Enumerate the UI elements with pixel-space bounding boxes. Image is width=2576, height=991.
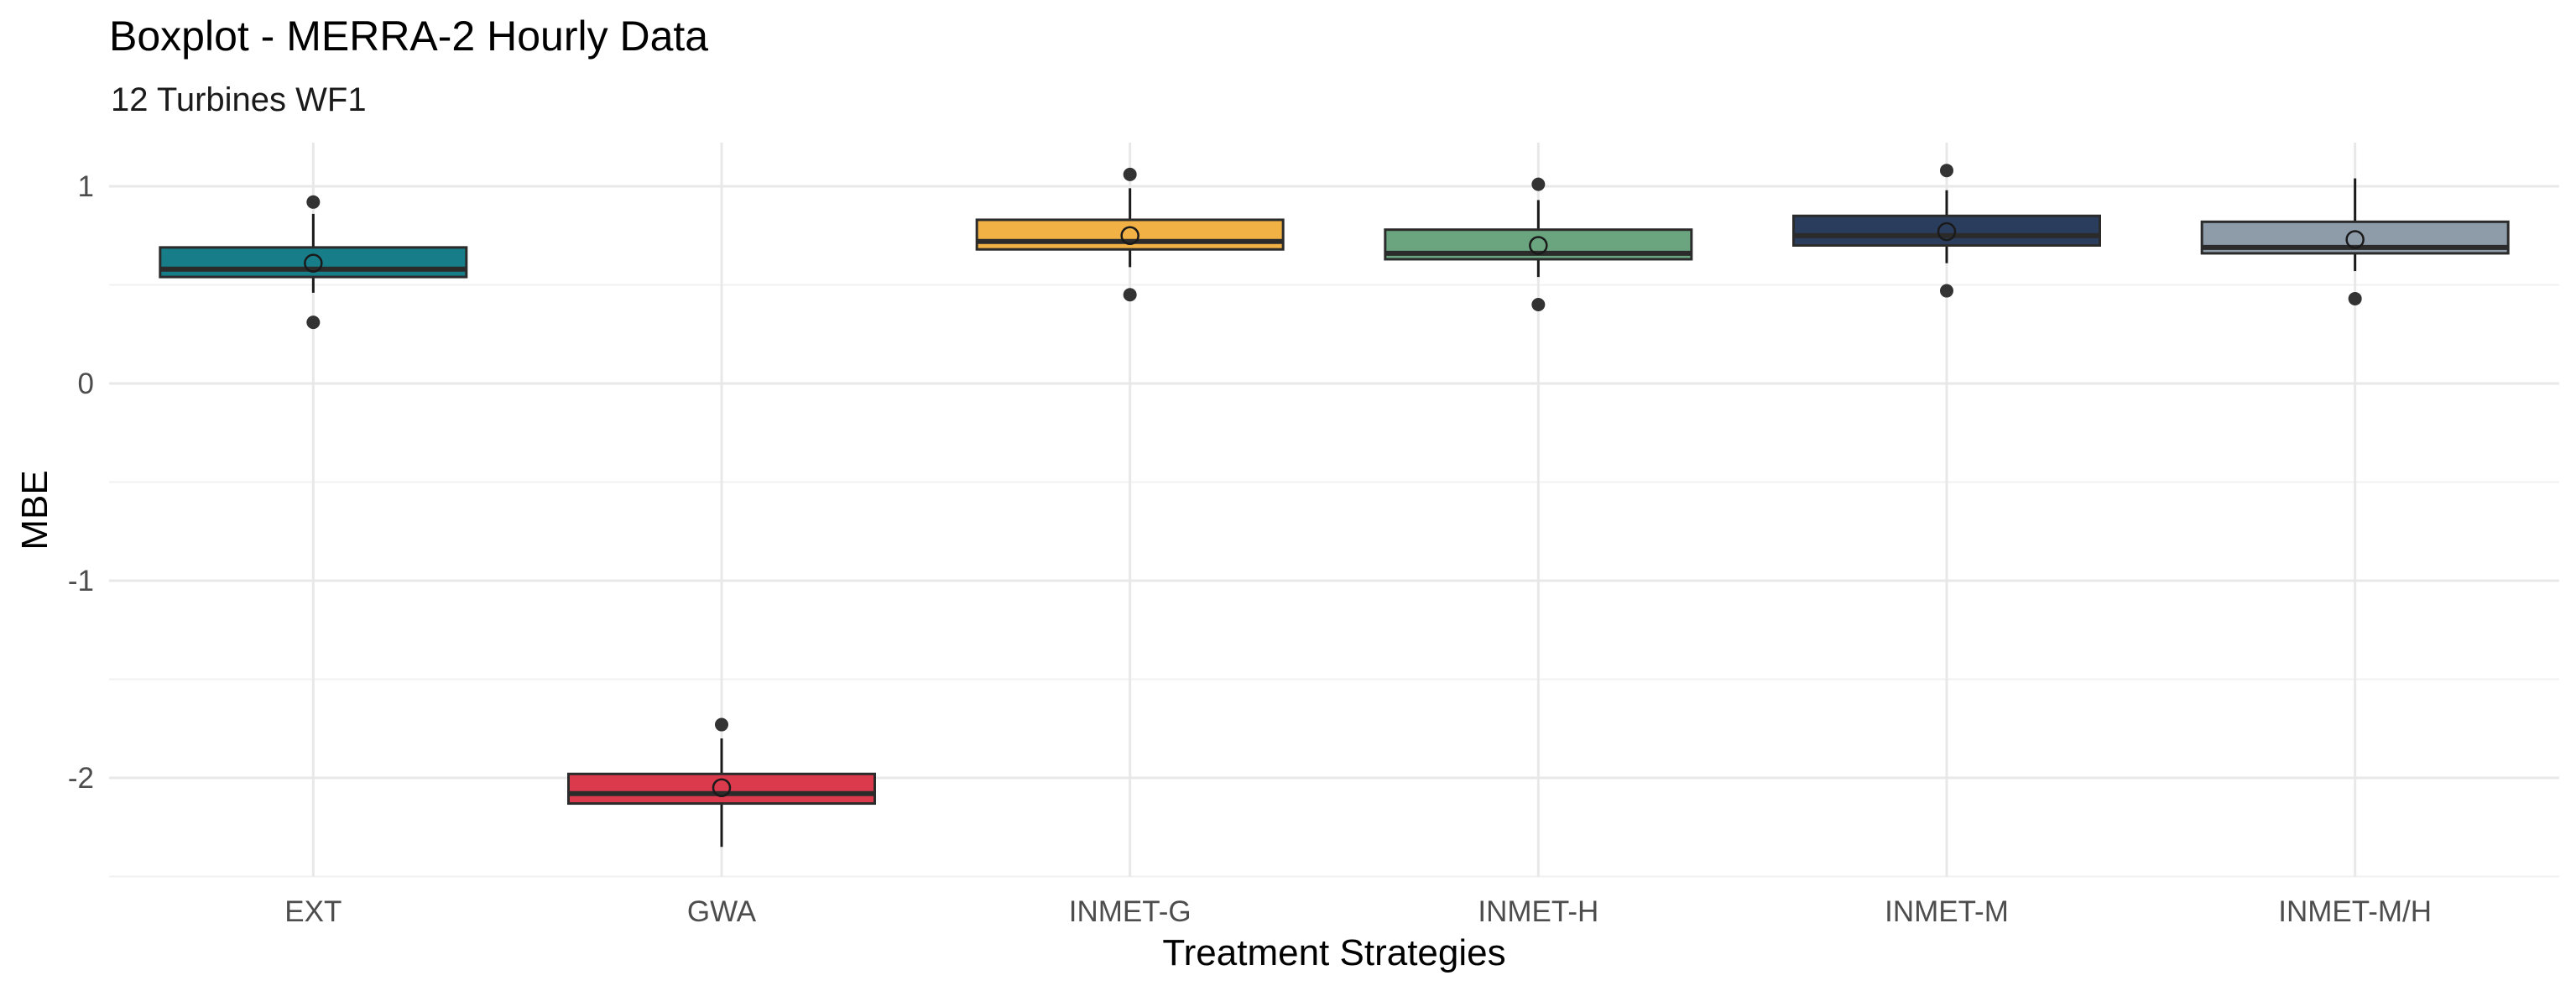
box-inmet-g (975, 167, 1285, 302)
x-tick-label: INMET-G (1069, 895, 1192, 928)
mean-marker (2345, 230, 2365, 249)
boxes (159, 164, 2510, 848)
outlier-point (1123, 288, 1137, 302)
mean-marker (1529, 236, 1548, 255)
box-inmet-m-h (2200, 178, 2510, 305)
outlier-point (715, 717, 728, 732)
box-inmet-m (1792, 164, 2101, 298)
outlier-point (1531, 298, 1546, 311)
outlier-point (1123, 167, 1137, 181)
x-tick-label: INMET-M (1885, 895, 2009, 928)
x-axis-ticks: EXT GWA INMET-G INMET-H INMET-M INMET-M/H (284, 895, 2432, 928)
mean-marker (1120, 226, 1139, 245)
y-axis-ticks: -2 -1 0 1 (68, 170, 94, 795)
mean-marker (304, 253, 323, 273)
outlier-point (1531, 177, 1546, 191)
x-tick-label: INMET-M/H (2278, 895, 2432, 928)
outlier-point (306, 195, 321, 209)
x-tick-label: EXT (284, 895, 342, 928)
y-tick-label: 0 (78, 368, 94, 400)
mean-marker (1937, 222, 1957, 242)
x-axis-title: Treatment Strategies (1162, 932, 1505, 973)
box-gwa (567, 717, 876, 848)
y-tick-label: 1 (78, 170, 94, 203)
box-inmet-h (1384, 177, 1693, 311)
x-tick-label: GWA (687, 895, 757, 928)
y-tick-label: -2 (68, 762, 94, 795)
outlier-point (1940, 164, 1953, 178)
chart-title: Boxplot - MERRA-2 Hourly Data (109, 13, 708, 60)
x-tick-label: INMET-H (1478, 895, 1598, 928)
y-axis-title: MBE (14, 470, 55, 550)
outlier-point (306, 316, 321, 330)
box-ext (159, 195, 468, 330)
mean-marker (712, 778, 732, 797)
outlier-point (2348, 291, 2362, 305)
chart-subtitle: 12 Turbines WF1 (111, 81, 367, 118)
outlier-point (1940, 284, 1953, 298)
y-tick-label: -1 (68, 565, 94, 597)
grid (109, 143, 2559, 878)
